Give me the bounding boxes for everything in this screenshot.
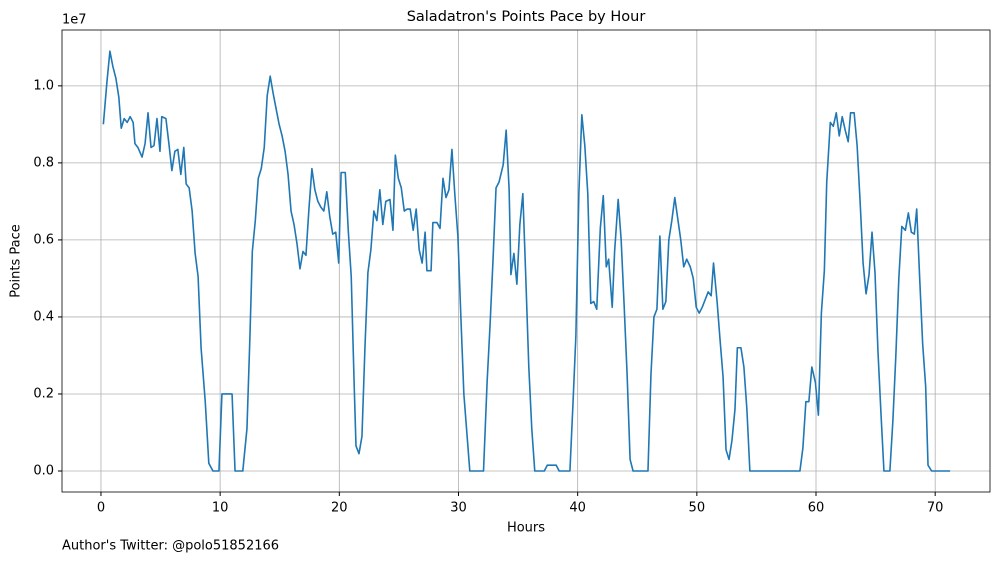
x-tick-label: 60 — [808, 501, 825, 516]
plot-frame — [61, 29, 991, 493]
y-axis-label: Points Pace — [9, 224, 24, 298]
data-line — [102, 50, 951, 472]
y-tick-label: 0.2 — [33, 386, 54, 401]
x-tick-label: 70 — [927, 501, 944, 516]
y-tick-label: 1.0 — [33, 78, 54, 93]
x-tick-label: 50 — [689, 501, 706, 516]
footnote: Author's Twitter: @polo51852166 — [62, 539, 279, 554]
x-tick-label: 40 — [569, 501, 586, 516]
x-tick-label: 10 — [212, 501, 229, 516]
chart-title: Saladatron's Points Pace by Hour — [407, 9, 646, 25]
y-tick-label: 0.0 — [33, 464, 54, 479]
x-axis-label: Hours — [507, 521, 545, 536]
y-offset-label: 1e7 — [62, 13, 87, 28]
x-tick-label: 0 — [97, 501, 105, 516]
y-tick-label: 0.6 — [33, 232, 54, 247]
y-tick-label: 0.8 — [33, 155, 54, 170]
y-tick-label: 0.4 — [33, 309, 54, 324]
x-tick-label: 30 — [450, 501, 467, 516]
x-tick-label: 20 — [331, 501, 348, 516]
